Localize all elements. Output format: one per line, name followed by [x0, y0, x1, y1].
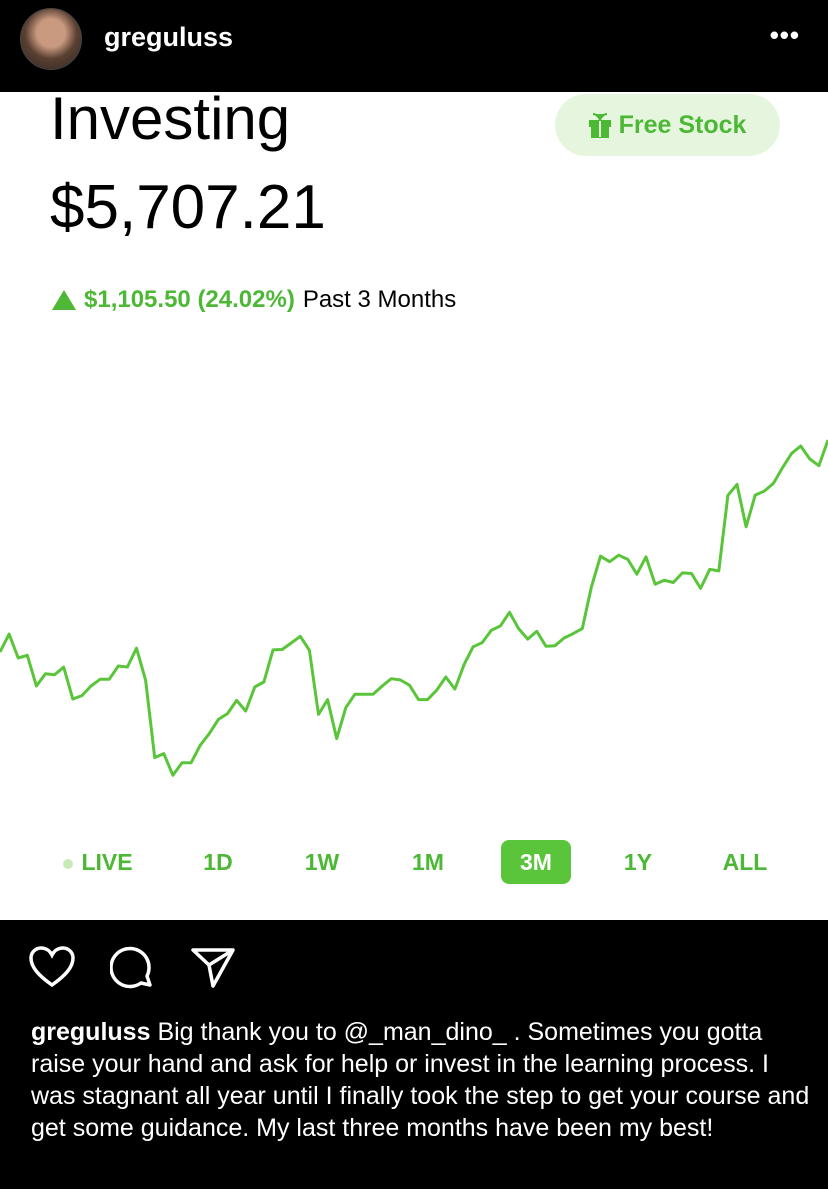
more-horizontal-icon[interactable]: ••• — [769, 20, 800, 50]
page-title: Investing — [50, 92, 291, 152]
comment-icon[interactable] — [110, 945, 156, 991]
range-live[interactable]: LIVE — [58, 840, 138, 884]
free-stock-label: Free Stock — [618, 110, 747, 139]
change-row: $1,105.50 (24.02%) Past 3 Months — [52, 286, 456, 314]
range-1d[interactable]: 1D — [203, 849, 233, 875]
range-label: LIVE — [81, 849, 133, 875]
change-amount: $1,105.50 (24.02%) — [84, 286, 295, 313]
gift-icon — [588, 113, 611, 138]
range-selector: LIVE 1D 1W 1M 3M 1Y ALL — [0, 840, 828, 884]
post-caption: greguluss Big thank you to @_man_dino_ .… — [31, 1016, 811, 1144]
portfolio-value: $5,707.21 — [50, 173, 326, 242]
post-actions — [28, 945, 236, 991]
post-header: greguluss ••• — [0, 0, 828, 92]
range-1y[interactable]: 1Y — [623, 849, 653, 875]
avatar[interactable] — [20, 8, 82, 70]
portfolio-line — [0, 439, 828, 777]
up-triangle-icon — [52, 290, 76, 310]
free-stock-button[interactable]: Free Stock — [555, 94, 780, 156]
post-image: Investing $5,707.21 Free Stock $1,105.50… — [0, 92, 828, 920]
heart-icon[interactable] — [28, 945, 76, 989]
change-period: Past 3 Months — [302, 286, 457, 313]
range-1w[interactable]: 1W — [304, 849, 340, 875]
range-all[interactable]: ALL — [722, 849, 768, 875]
username[interactable]: greguluss — [104, 22, 234, 52]
range-1m[interactable]: 1M — [412, 849, 444, 875]
portfolio-chart — [0, 439, 828, 777]
caption-text: Big thank you to @_man_dino_ . Sometimes… — [31, 1018, 810, 1142]
live-dot-icon — [63, 858, 74, 869]
share-icon[interactable] — [190, 945, 236, 989]
range-3m[interactable]: 3M — [501, 840, 571, 884]
caption-username[interactable]: greguluss — [31, 1018, 151, 1046]
